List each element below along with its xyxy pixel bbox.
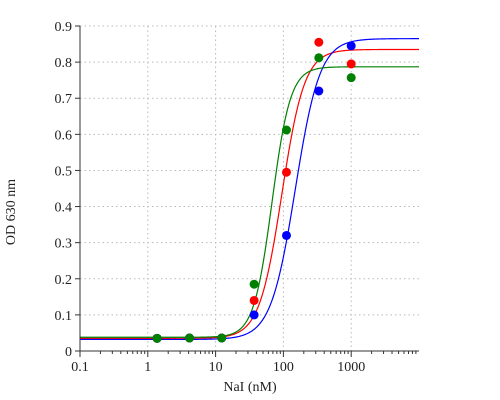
data-point (249, 295, 259, 305)
data-points (152, 37, 356, 343)
data-point (249, 279, 259, 289)
x-axis-title: NaI (nM) (223, 380, 277, 395)
data-point (281, 167, 291, 177)
fit-curve (80, 38, 419, 341)
fit-curves (80, 38, 419, 341)
y-tick-label: 0.2 (55, 273, 73, 288)
y-tick-label: 0.6 (55, 128, 73, 143)
y-tick-label: 0.3 (55, 237, 73, 252)
data-point (184, 333, 194, 343)
x-tick-label: 1 (144, 360, 151, 375)
data-point (152, 333, 162, 343)
data-point (314, 37, 324, 47)
grid-lines (80, 25, 419, 351)
data-point (249, 310, 259, 320)
data-point (346, 73, 356, 83)
y-axis-title: OD 630 nm (4, 179, 19, 245)
data-point (281, 125, 291, 135)
data-point (346, 41, 356, 51)
data-point (314, 86, 324, 96)
y-tick-label: 0.8 (55, 56, 73, 71)
fit-curve (80, 66, 419, 338)
axes: 00.10.20.30.40.50.60.70.80.90.1 1 10 100 100… (55, 20, 419, 375)
x-tick-label: 1000 (337, 360, 365, 375)
x-tick-label: 100 (273, 360, 294, 375)
y-tick-label: 0.5 (55, 164, 73, 179)
data-point (281, 230, 291, 240)
y-tick-label: 0.9 (55, 20, 73, 35)
y-tick-label: 0.1 (55, 309, 73, 324)
data-point (314, 53, 324, 63)
x-tick-label: 0.1 (71, 360, 89, 375)
data-point (217, 333, 227, 343)
y-tick-label: 0.4 (55, 201, 73, 216)
y-tick-label: 0 (65, 345, 72, 360)
fit-curve (80, 48, 419, 339)
y-tick-label: 0.7 (55, 92, 73, 107)
x-tick-label: 10 (209, 360, 223, 375)
data-point (346, 59, 356, 69)
